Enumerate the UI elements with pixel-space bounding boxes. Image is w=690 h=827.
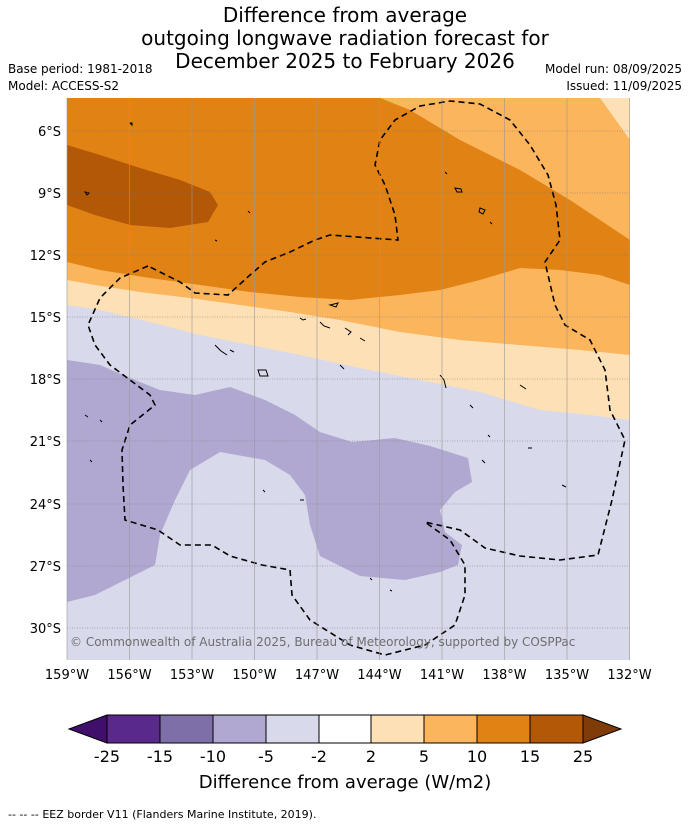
colorbar-bin-minus10-minus5 <box>212 714 267 744</box>
anomaly-band-15-to-25 <box>67 145 218 228</box>
colorbar-tick: -10 <box>200 747 226 766</box>
colorbar-bin-10-15 <box>476 714 531 744</box>
colorbar-ticks: -25 -15 -10 -5 -2 2 5 10 15 25 <box>94 747 593 766</box>
lat-label-30s: 30°S <box>30 622 61 637</box>
colorbar-bin-2-5 <box>370 714 425 744</box>
title-line-2: outgoing longwave radiation forecast for <box>141 26 549 50</box>
title-line-3: December 2025 to February 2026 <box>175 49 515 73</box>
colorbar-tick: -25 <box>94 747 120 766</box>
island-outlines <box>83 122 567 592</box>
lon-label-156w: 156°W <box>107 668 151 683</box>
eez-legend-symbol: -- -- -- <box>8 808 39 821</box>
longitude-labels: 159°W 156°W 153°W 150°W 147°W 144°W 141°… <box>45 668 652 683</box>
colorbar-extend-low <box>67 714 108 744</box>
eez-border-dashed <box>87 100 626 656</box>
colorbar-tick: 15 <box>520 747 540 766</box>
latitude-labels: 6°S 9°S 12°S 15°S 18°S 21°S 24°S 27°S 30… <box>30 125 61 637</box>
colorbar-bin-5-10 <box>423 714 478 744</box>
colorbar-bin-minus15-minus10 <box>159 714 214 744</box>
lat-label-27s: 27°S <box>30 560 61 575</box>
colorbar-extend-high <box>582 714 623 744</box>
colorbar-tick: 25 <box>573 747 593 766</box>
colorbar-tick: -5 <box>258 747 274 766</box>
colorbar-tick: 2 <box>366 747 376 766</box>
lat-label-21s: 21°S <box>30 435 61 450</box>
lat-label-18s: 18°S <box>30 373 61 388</box>
copyright-text: © Commonwealth of Australia 2025, Bureau… <box>70 635 575 649</box>
lat-label-12s: 12°S <box>30 249 61 264</box>
lon-label-147w: 147°W <box>295 668 339 683</box>
anomaly-band-minus-5-to-minus-10 <box>67 360 472 602</box>
lat-label-15s: 15°S <box>30 311 61 326</box>
lon-label-138w: 138°W <box>482 668 526 683</box>
model-run: Model run: 08/09/2025 <box>544 62 682 76</box>
lon-label-135w: 135°W <box>545 668 589 683</box>
colorbar-bin-minus5-minus2 <box>265 714 320 744</box>
eez-legend-text: EEZ border V11 (Flanders Marine Institut… <box>42 808 317 821</box>
lon-label-141w: 141°W <box>420 668 464 683</box>
lat-label-9s: 9°S <box>38 187 61 202</box>
colorbar-tick: -2 <box>311 747 327 766</box>
colorbar-bin-15-25 <box>529 714 584 744</box>
lon-label-144w: 144°W <box>357 668 401 683</box>
colorbar <box>67 714 623 744</box>
colorbar-tick: 10 <box>467 747 487 766</box>
graticule-meridians <box>66 98 630 660</box>
anomaly-band-10-to-15 <box>67 98 630 300</box>
lat-label-6s: 6°S <box>38 125 61 140</box>
base-period: Base period: 1981-2018 <box>8 62 153 76</box>
lon-label-153w: 153°W <box>170 668 214 683</box>
footer-legend: -- -- -- EEZ border V11 (Flanders Marine… <box>8 808 316 821</box>
colorbar-label: Difference from average (W/m2) <box>199 772 491 793</box>
model-name: Model: ACCESS-S2 <box>8 79 120 93</box>
colorbar-tick: 5 <box>419 747 429 766</box>
title-line-1: Difference from average <box>222 3 468 27</box>
map-area <box>67 98 630 660</box>
colorbar-tick: -15 <box>147 747 173 766</box>
issued-date: Issued: 11/09/2025 <box>566 79 682 93</box>
lon-label-132w: 132°W <box>607 668 651 683</box>
lon-label-150w: 150°W <box>232 668 276 683</box>
lat-label-24s: 24°S <box>30 498 61 513</box>
lon-label-159w: 159°W <box>45 668 89 683</box>
colorbar-bin-minus25-minus15 <box>106 714 161 744</box>
colorbar-bin-minus2-2 <box>318 714 372 744</box>
